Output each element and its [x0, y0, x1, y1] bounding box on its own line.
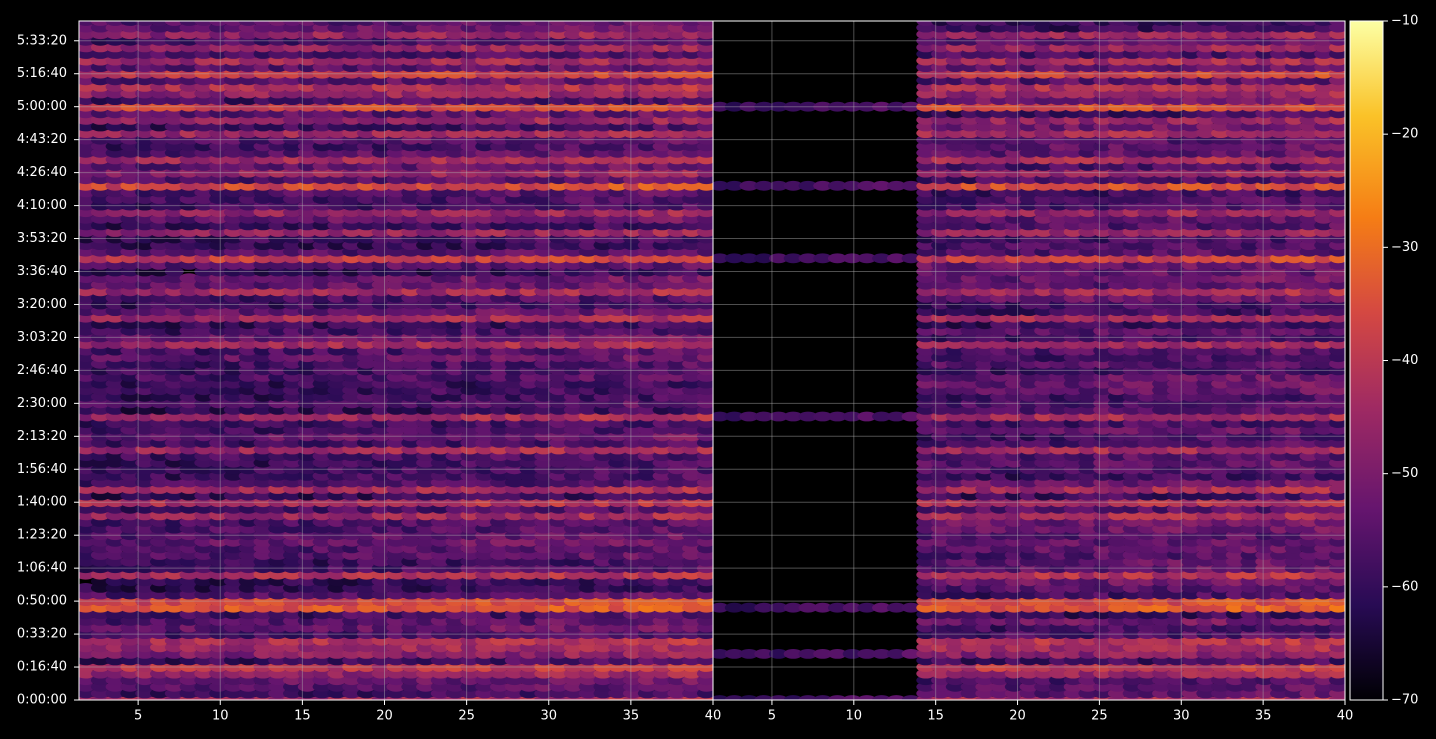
left-panel-cells [79, 21, 713, 700]
heatmap-cell [79, 583, 96, 593]
